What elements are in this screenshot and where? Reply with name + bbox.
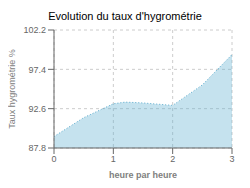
svg-text:1: 1 [111, 154, 116, 164]
svg-text:97.4: 97.4 [28, 65, 46, 75]
svg-text:87.8: 87.8 [28, 143, 46, 153]
svg-text:Taux hygrométrie %: Taux hygrométrie % [8, 49, 17, 129]
svg-text:92.6: 92.6 [28, 104, 46, 114]
svg-text:102.2: 102.2 [23, 25, 46, 35]
svg-text:3: 3 [229, 154, 234, 164]
svg-text:2: 2 [170, 154, 175, 164]
svg-text:0: 0 [51, 154, 56, 164]
svg-text:heure par heure: heure par heure [109, 170, 177, 180]
html-text:Evolution du taux d'hygrométri: Evolution du taux d'hygrométrie [48, 10, 202, 22]
